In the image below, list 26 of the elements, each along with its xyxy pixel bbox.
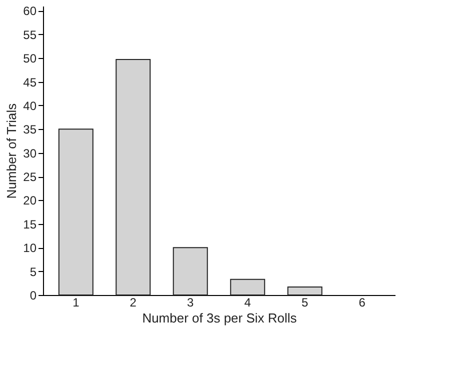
y-tick-label: 35 [23, 122, 37, 137]
y-tick-label: 60 [23, 4, 37, 18]
bar [287, 286, 322, 296]
y-tick-label: 10 [23, 241, 37, 256]
y-tick-label: 50 [23, 52, 37, 66]
x-tick-label: 4 [244, 296, 252, 310]
y-tick-label: 25 [23, 170, 37, 184]
y-tick-label: 5 [30, 264, 37, 279]
x-tick-label: 3 [187, 296, 194, 310]
y-tick-label: 30 [23, 146, 37, 160]
y-tick-label: 40 [23, 98, 37, 113]
x-axis-title: Number of 3s per Six Rolls [142, 310, 298, 326]
y-tick-label: 20 [23, 194, 37, 208]
y-tick-label: 45 [23, 75, 37, 90]
x-tick-label: 1 [72, 296, 80, 310]
bar [172, 247, 208, 296]
y-axis-title: Number of Trials [4, 102, 20, 199]
x-tick-label: 2 [130, 296, 137, 310]
y-tick-label: 0 [30, 288, 37, 302]
y-tick-label: 55 [23, 28, 37, 42]
bar [58, 128, 94, 296]
y-tick-label: 15 [23, 217, 37, 232]
x-tick-label: 5 [302, 296, 309, 310]
bar [116, 59, 151, 296]
x-tick-label: 6 [358, 296, 366, 310]
bar [230, 278, 266, 296]
